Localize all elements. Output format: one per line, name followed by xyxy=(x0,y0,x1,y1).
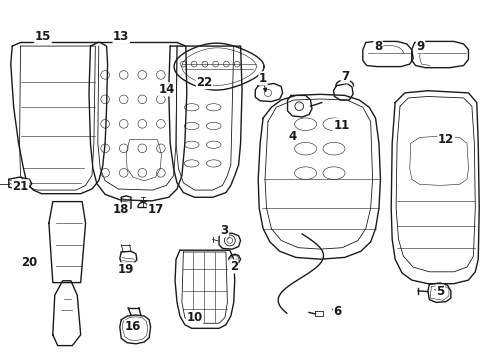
Text: 2: 2 xyxy=(229,260,237,273)
Text: 21: 21 xyxy=(12,180,29,193)
Text: 1: 1 xyxy=(259,72,266,85)
Text: 20: 20 xyxy=(21,256,38,269)
Text: 9: 9 xyxy=(416,40,424,53)
Text: 22: 22 xyxy=(196,76,212,89)
Text: 16: 16 xyxy=(124,320,141,333)
Text: 14: 14 xyxy=(159,83,175,96)
Text: 3: 3 xyxy=(220,224,228,237)
Text: 15: 15 xyxy=(35,30,51,43)
Text: 5: 5 xyxy=(435,285,443,298)
Text: 4: 4 xyxy=(288,130,296,143)
Text: 8: 8 xyxy=(373,40,381,53)
Text: 17: 17 xyxy=(147,203,163,216)
Text: 11: 11 xyxy=(332,119,349,132)
Text: 18: 18 xyxy=(113,203,129,216)
Text: 19: 19 xyxy=(118,263,134,276)
Text: 6: 6 xyxy=(333,305,341,318)
Text: 12: 12 xyxy=(437,133,453,146)
Text: 13: 13 xyxy=(113,30,129,43)
Text: 10: 10 xyxy=(186,311,203,324)
Text: 7: 7 xyxy=(341,70,348,83)
